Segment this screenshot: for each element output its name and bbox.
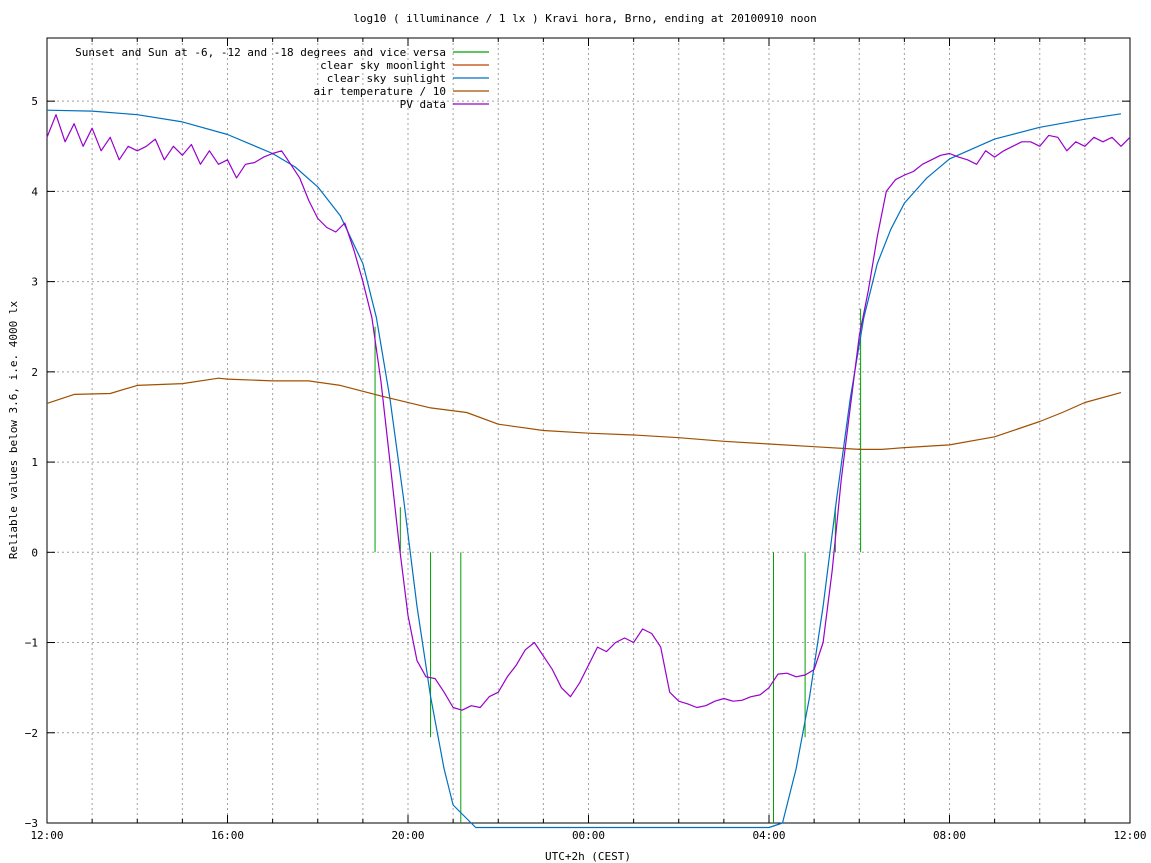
series-4 xyxy=(46,114,1131,711)
x-tick-label: 16:00 xyxy=(211,829,244,842)
series-line xyxy=(46,114,1131,711)
series-line xyxy=(46,377,1122,450)
y-tick-label: 3 xyxy=(31,276,38,289)
series-3 xyxy=(46,377,1122,450)
x-tick-label: 04:00 xyxy=(752,829,785,842)
legend-label: air temperature / 10 xyxy=(314,85,446,98)
x-tick-label: 12:00 xyxy=(1113,829,1146,842)
y-tick-label: 4 xyxy=(31,185,38,198)
x-tick-label: 08:00 xyxy=(933,829,966,842)
legend-label: clear sky sunlight xyxy=(327,72,446,85)
series-group xyxy=(46,109,1131,829)
y-tick-label: −1 xyxy=(25,637,38,650)
series-line xyxy=(46,109,1122,829)
y-tick-label: −2 xyxy=(25,727,38,740)
x-axis-label: UTC+2h (CEST) xyxy=(545,850,631,863)
series-0 xyxy=(374,308,862,823)
x-tick-label: 12:00 xyxy=(30,829,63,842)
legend-label: Sunset and Sun at -6, -12 and -18 degree… xyxy=(75,46,446,59)
y-tick-label: 5 xyxy=(31,95,38,108)
plot-frame xyxy=(46,37,1131,824)
axis-ticks: −3 −2 −1 0 1 2 3 4 5 12:00 16:00 20:00 00:00 04:00 08:… xyxy=(25,38,1147,842)
legend: Sunset and Sun at -6, -12 and -18 degree… xyxy=(75,46,489,111)
y-tick-label: 1 xyxy=(31,456,38,469)
grid xyxy=(47,38,1130,823)
x-tick-label: 00:00 xyxy=(572,829,605,842)
series-2 xyxy=(46,109,1122,829)
y-tick-label: 0 xyxy=(31,546,38,559)
x-tick-label: 20:00 xyxy=(391,829,424,842)
legend-label: clear sky moonlight xyxy=(320,59,446,72)
y-tick-label: −3 xyxy=(25,817,38,830)
legend-label: PV data xyxy=(400,98,446,111)
chart-title: log10 ( illuminance / 1 lx ) Kravi hora,… xyxy=(353,12,817,25)
y-axis-label: Reliable values below 3.6, i.e. 4000 lx xyxy=(7,300,20,559)
y-tick-label: 2 xyxy=(31,366,38,379)
